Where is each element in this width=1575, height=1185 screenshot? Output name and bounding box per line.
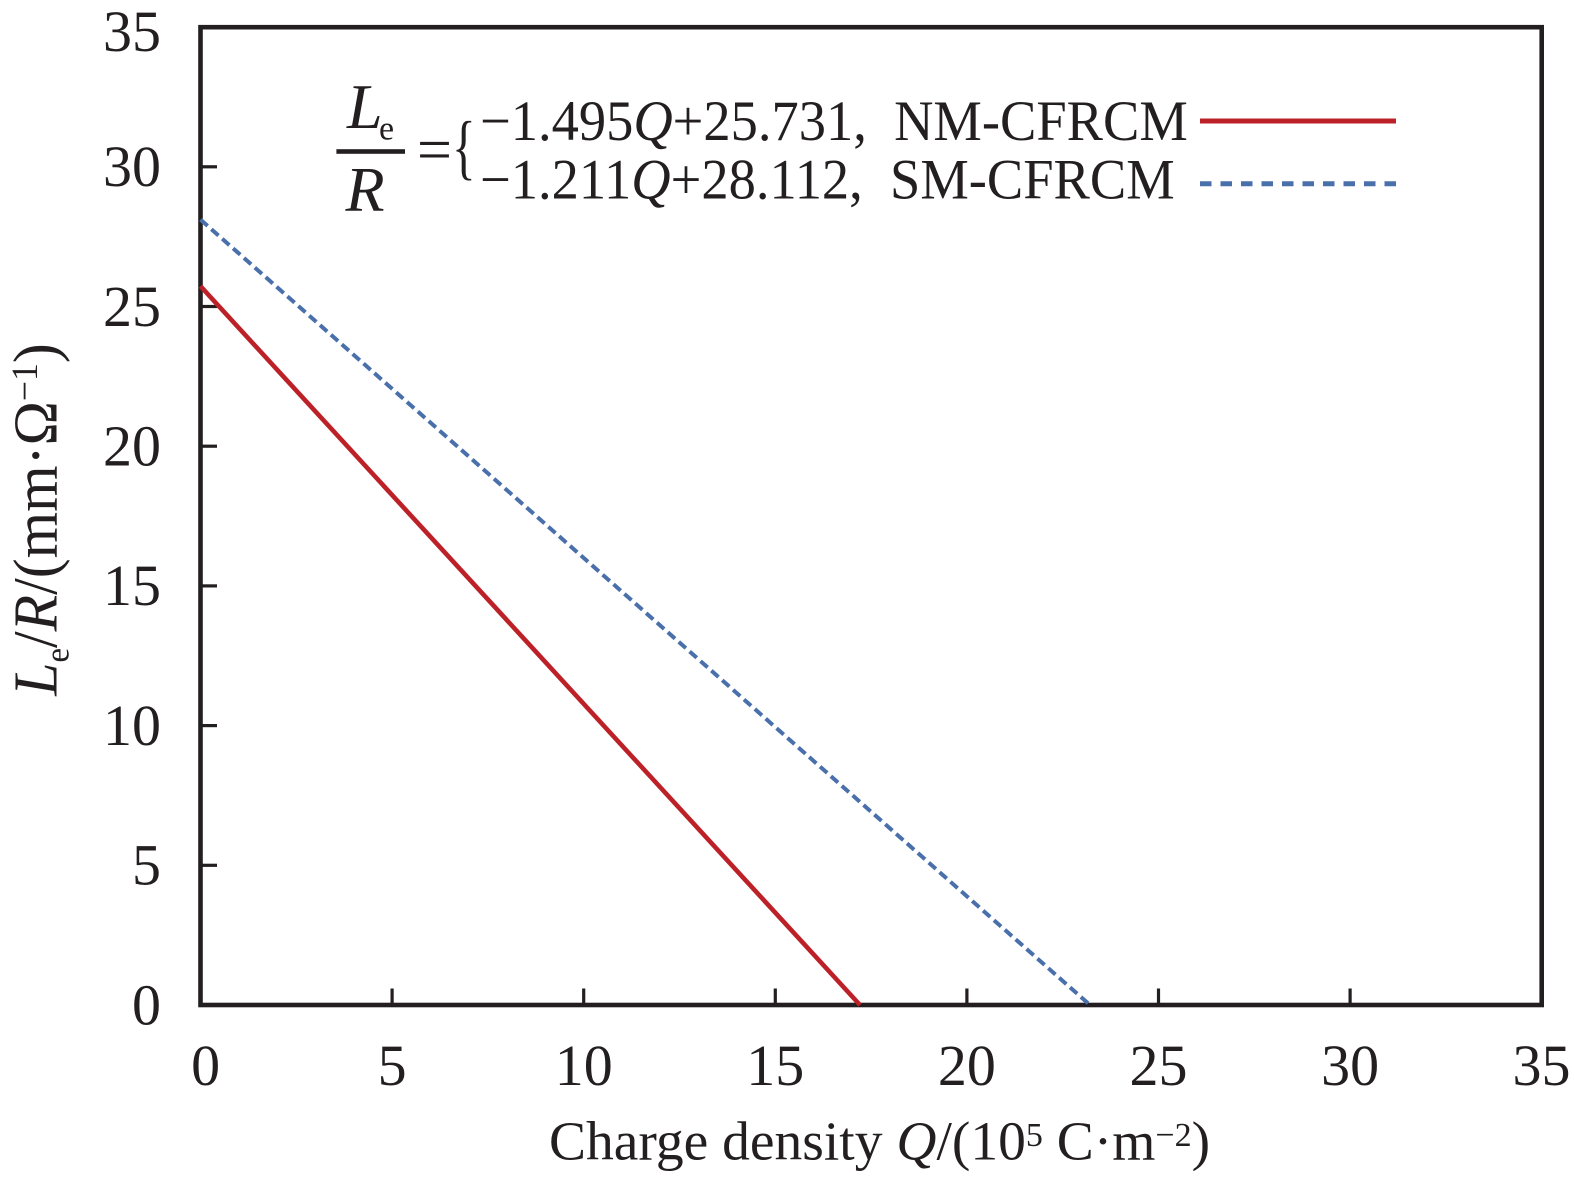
svg-text:Charge density Q/(105 C·m−2): Charge density Q/(105 C·m−2) [549,1112,1210,1173]
svg-text:30: 30 [1321,1033,1379,1098]
svg-text:0: 0 [132,972,161,1037]
svg-text:35: 35 [1513,1033,1571,1098]
svg-text:15: 15 [103,553,161,618]
svg-text:Le/R/(mm·Ω−1): Le/R/(mm·Ω−1) [3,343,77,696]
svg-text:35: 35 [103,0,161,64]
svg-text:10: 10 [103,693,161,758]
svg-text:25: 25 [1130,1033,1188,1098]
svg-text:−1.495Q+25.731, NM-CFRCM: −1.495Q+25.731, NM-CFRCM [480,90,1188,153]
svg-text:R: R [345,154,385,225]
svg-text:0: 0 [191,1033,220,1098]
svg-text:25: 25 [103,274,161,339]
svg-text:−1.211Q+28.112, SM-CFRCM: −1.211Q+28.112, SM-CFRCM [480,149,1175,212]
svg-text:20: 20 [103,414,161,479]
svg-text:10: 10 [555,1033,613,1098]
svg-text:5: 5 [378,1033,407,1098]
svg-text:15: 15 [746,1033,804,1098]
svg-text:e: e [379,110,394,147]
svg-text:5: 5 [132,833,161,898]
svg-text:20: 20 [938,1033,996,1098]
svg-text:=: = [417,116,452,184]
svg-text:{: { [452,108,476,187]
svg-text:30: 30 [103,134,161,199]
svg-text:L: L [346,71,383,142]
